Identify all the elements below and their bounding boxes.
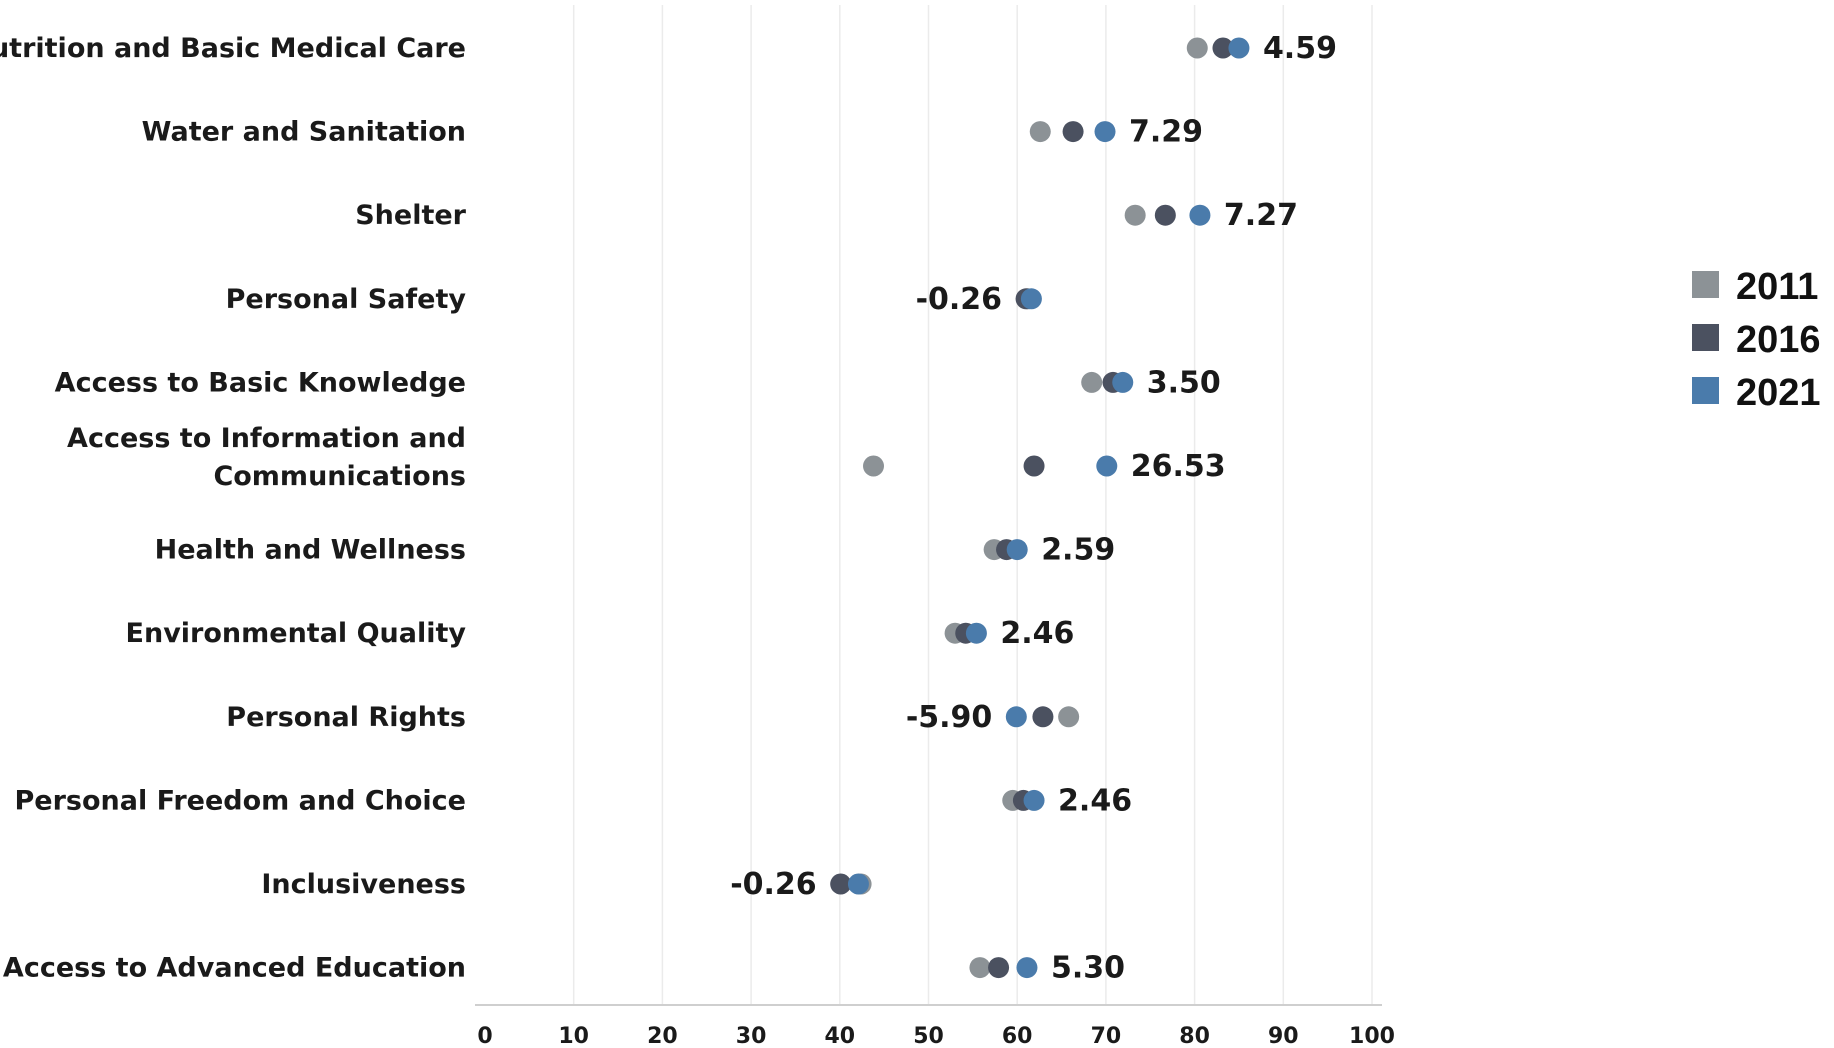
category-labels: Nutrition and Basic Medical Care Water an…: [0, 33, 467, 984]
dot-2021: [1112, 371, 1134, 393]
legend-swatch-2021: [1692, 377, 1719, 404]
change-label: -5.90: [906, 700, 992, 735]
category-label: Health and Wellness: [155, 535, 466, 566]
change-label: 2.46: [1058, 783, 1132, 818]
dot-2021: [1094, 121, 1116, 143]
x-tick-label: 60: [1002, 1024, 1033, 1044]
category-label: Personal Freedom and Choice: [14, 785, 466, 816]
legend-label: 2016: [1736, 319, 1821, 361]
change-label: -0.26: [916, 282, 1002, 317]
x-tick-label: 20: [647, 1024, 678, 1044]
x-axis: 0 10 20 30 40 50 60 70 80 90 100: [475, 1004, 1395, 1048]
legend: 2011 2016 2021: [1692, 266, 1821, 414]
category-label: Nutrition and Basic Medical Care: [0, 33, 466, 64]
legend-swatch-2011: [1692, 271, 1719, 298]
category-label: Personal Safety: [226, 284, 467, 315]
dot-2021: [965, 622, 987, 644]
legend-label: 2011: [1736, 266, 1818, 308]
dot-2021: [1005, 706, 1027, 728]
category-label: Personal Rights: [226, 702, 466, 733]
dot-2021: [1096, 455, 1118, 477]
dot-2016: [988, 957, 1010, 979]
dot-2021: [1006, 539, 1028, 561]
dot-2016: [1154, 204, 1176, 226]
x-tick-label: 80: [1179, 1024, 1210, 1044]
dot-2011: [1058, 706, 1080, 728]
dot-2011: [969, 957, 991, 979]
dot-2021: [1016, 957, 1038, 979]
category-label-line: Access to Information and: [67, 423, 466, 454]
category-label: Inclusiveness: [261, 869, 466, 900]
dot-2021: [1228, 37, 1250, 59]
dot-2016: [830, 873, 852, 895]
change-label: 5.30: [1051, 951, 1125, 986]
x-tick-label: 70: [1091, 1024, 1122, 1044]
change-label: 7.27: [1224, 198, 1298, 233]
dot-2016: [1032, 706, 1054, 728]
data-points: [830, 37, 1250, 979]
category-label-line: Communications: [213, 461, 466, 492]
category-label: Shelter: [355, 200, 466, 231]
change-label: 7.29: [1129, 115, 1203, 150]
category-label: Access to Information and Communications: [67, 423, 466, 492]
dot-2021: [847, 873, 869, 895]
change-label: 26.53: [1131, 449, 1226, 484]
change-label: 4.59: [1263, 31, 1337, 66]
dot-2011: [1081, 371, 1103, 393]
legend-label: 2021: [1736, 372, 1821, 414]
change-labels: 4.59 7.29 7.27 -0.26 3.50 26.53 2.59 2.46 -5.90 2…: [730, 31, 1337, 986]
x-tick-label: 50: [913, 1024, 944, 1044]
x-tick-label: 100: [1349, 1024, 1395, 1044]
dot-2021: [1189, 204, 1211, 226]
dot-2016: [1062, 121, 1084, 143]
dot-2016: [1212, 37, 1234, 59]
category-label: Access to Basic Knowledge: [55, 367, 466, 398]
legend-swatch-2016: [1692, 324, 1719, 351]
dot-2011: [1124, 204, 1146, 226]
dot-2011: [1186, 37, 1208, 59]
change-label: 3.50: [1147, 365, 1221, 400]
dot-2021: [1020, 288, 1042, 310]
x-tick-label: 10: [558, 1024, 589, 1044]
x-tick-label: 0: [477, 1024, 492, 1044]
x-tick-label: 30: [736, 1024, 767, 1044]
x-tick-label: 40: [824, 1024, 855, 1044]
category-label: Access to Advanced Education: [3, 953, 466, 984]
dot-2016: [1023, 455, 1045, 477]
grid-layer: [572, 5, 1373, 1005]
dot-2011: [1029, 121, 1051, 143]
change-label: 2.59: [1041, 533, 1115, 568]
change-label: 2.46: [1000, 616, 1074, 651]
dot-2021: [1023, 789, 1045, 811]
category-label: Environmental Quality: [126, 618, 467, 649]
category-label: Water and Sanitation: [142, 117, 466, 148]
x-tick-label: 90: [1268, 1024, 1299, 1044]
change-label: -0.26: [730, 867, 816, 902]
dot-2011: [863, 455, 885, 477]
